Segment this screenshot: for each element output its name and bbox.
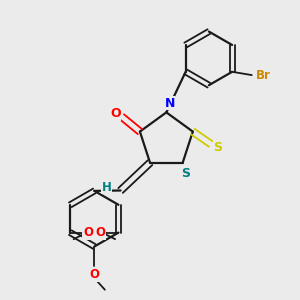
- Text: Br: Br: [256, 69, 271, 82]
- Text: H: H: [102, 181, 112, 194]
- Text: O: O: [89, 268, 99, 281]
- Text: O: O: [83, 226, 93, 239]
- Text: S: S: [214, 141, 223, 154]
- Text: O: O: [96, 226, 106, 239]
- Text: O: O: [110, 107, 121, 120]
- Text: N: N: [164, 97, 175, 110]
- Text: S: S: [182, 167, 190, 180]
